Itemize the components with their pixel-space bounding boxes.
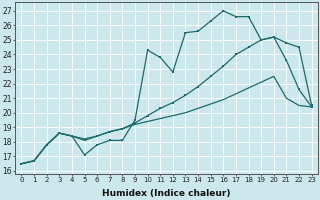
X-axis label: Humidex (Indice chaleur): Humidex (Indice chaleur) <box>102 189 231 198</box>
